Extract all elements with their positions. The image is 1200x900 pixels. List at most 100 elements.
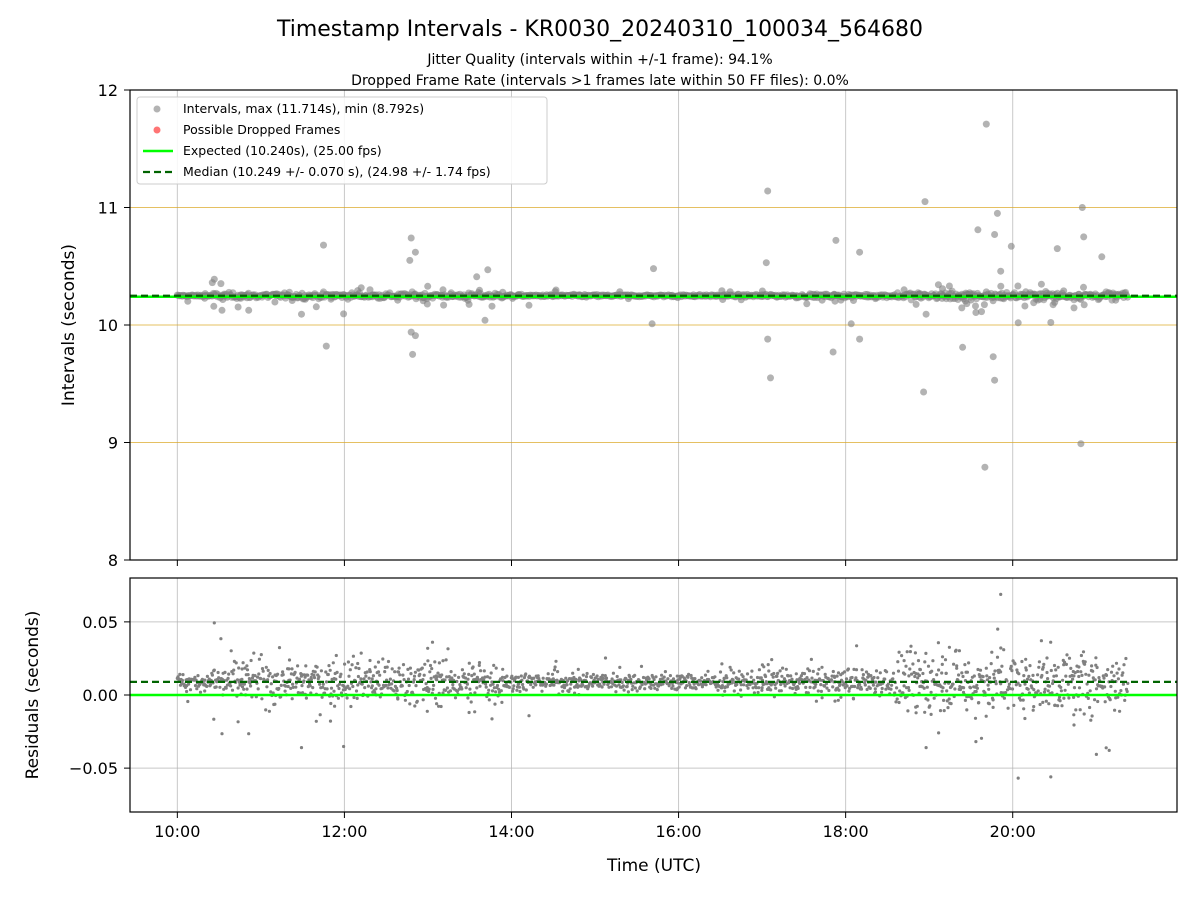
interval-point (288, 297, 296, 304)
residual-point (527, 714, 531, 718)
residual-point (829, 678, 834, 682)
residual-point (1058, 699, 1062, 703)
residual-point (427, 689, 431, 694)
residual-point (569, 682, 573, 686)
residual-point (328, 719, 333, 723)
residual-point (300, 684, 304, 688)
residual-point (722, 677, 726, 681)
residual-point (999, 682, 1003, 686)
residual-point (1081, 650, 1086, 654)
residual-point (988, 676, 992, 680)
residual-point (760, 686, 764, 690)
residual-point (208, 683, 213, 687)
interval-point (465, 300, 473, 308)
residual-point (1052, 663, 1057, 668)
residual-point (336, 696, 340, 700)
residual-point (478, 684, 482, 688)
residual-point (462, 672, 466, 676)
interval-point (184, 297, 192, 305)
residual-point (1096, 699, 1100, 704)
residual-point (255, 675, 260, 679)
residual-point (771, 675, 775, 679)
residual-point (1086, 696, 1090, 701)
y-tick-label: 11 (98, 199, 118, 218)
residual-point (428, 670, 432, 674)
residual-point (814, 682, 818, 686)
residual-point (891, 671, 896, 675)
residual-point (332, 689, 336, 693)
interval-point (767, 374, 774, 382)
residual-point (795, 678, 799, 682)
residual-point (240, 677, 244, 681)
residual-point (1010, 687, 1015, 691)
residual-point (864, 670, 869, 674)
residual-point (1104, 746, 1108, 750)
residual-point (537, 676, 541, 681)
residual-point (843, 670, 847, 674)
residual-point (260, 697, 264, 701)
interval-point (989, 297, 997, 305)
residual-point (561, 689, 565, 693)
residual-point (277, 686, 281, 691)
residual-point (1120, 673, 1124, 677)
residual-point (766, 663, 770, 667)
residual-point (326, 672, 330, 677)
residual-point (1025, 677, 1030, 681)
residual-point (320, 695, 324, 699)
residual-point (749, 675, 753, 679)
residual-point (522, 687, 526, 691)
residual-point (434, 674, 438, 678)
residual-point (1112, 674, 1116, 678)
residual-point (1071, 677, 1075, 681)
residual-point (1002, 648, 1006, 652)
residual-point (393, 670, 397, 674)
residual-point (1109, 684, 1113, 689)
residual-point (775, 681, 779, 685)
residual-point (484, 682, 488, 686)
residual-point (725, 685, 730, 689)
residual-point (492, 686, 496, 690)
residual-point (1083, 660, 1087, 664)
residual-point (854, 668, 859, 672)
residual-point (553, 665, 557, 669)
residual-point (499, 689, 503, 693)
residual-point (544, 682, 549, 686)
residual-point (1042, 690, 1047, 694)
residual-point (477, 661, 482, 665)
interval-point (1030, 299, 1038, 307)
residual-point (883, 677, 887, 681)
residual-point (329, 701, 333, 706)
residual-point (494, 666, 498, 670)
residual-point (907, 674, 911, 678)
residual-point (873, 690, 878, 694)
residual-point (603, 674, 607, 678)
residual-point (219, 637, 223, 641)
residual-point (957, 649, 962, 653)
residual-point (279, 683, 283, 688)
residual-point (872, 675, 876, 680)
residual-point (446, 647, 450, 651)
residual-point (668, 674, 673, 678)
residual-point (290, 667, 294, 671)
residual-point (210, 673, 214, 677)
interval-point (945, 282, 953, 290)
residual-point (1053, 703, 1057, 708)
residual-point (552, 668, 557, 672)
residual-point (287, 658, 292, 662)
residual-point (327, 664, 331, 668)
residual-point (1005, 688, 1010, 692)
residual-point (1000, 664, 1004, 668)
interval-point (959, 343, 967, 351)
residual-point (813, 685, 817, 689)
residual-point (986, 701, 991, 705)
residual-point (266, 678, 270, 682)
residual-point (844, 677, 849, 681)
residual-point (963, 663, 967, 667)
residual-point (229, 649, 233, 653)
residual-point (566, 679, 570, 683)
residual-point (752, 691, 757, 695)
residual-point (1121, 671, 1125, 675)
residual-point (825, 686, 829, 690)
residual-point (185, 689, 189, 694)
interval-point (764, 335, 772, 343)
